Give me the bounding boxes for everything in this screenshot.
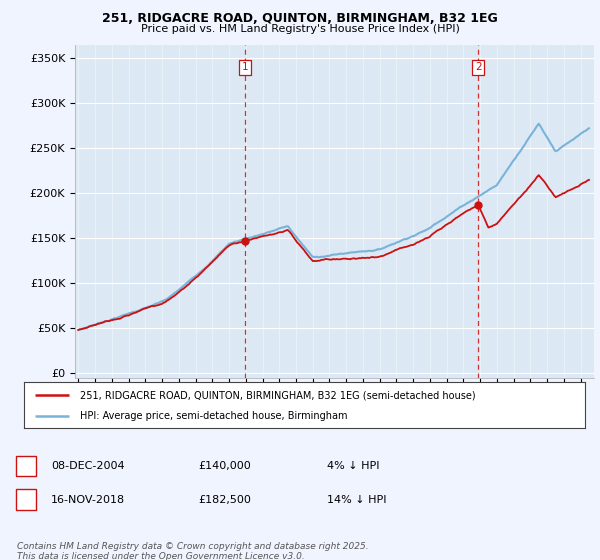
Text: Contains HM Land Registry data © Crown copyright and database right 2025.
This d: Contains HM Land Registry data © Crown c… <box>17 542 368 560</box>
Text: 14% ↓ HPI: 14% ↓ HPI <box>327 494 386 505</box>
Text: 1: 1 <box>22 461 29 471</box>
Text: 4% ↓ HPI: 4% ↓ HPI <box>327 461 380 471</box>
Text: 08-DEC-2004: 08-DEC-2004 <box>51 461 125 471</box>
Text: Price paid vs. HM Land Registry's House Price Index (HPI): Price paid vs. HM Land Registry's House … <box>140 24 460 34</box>
Text: 251, RIDGACRE ROAD, QUINTON, BIRMINGHAM, B32 1EG: 251, RIDGACRE ROAD, QUINTON, BIRMINGHAM,… <box>102 12 498 25</box>
Text: 251, RIDGACRE ROAD, QUINTON, BIRMINGHAM, B32 1EG (semi-detached house): 251, RIDGACRE ROAD, QUINTON, BIRMINGHAM,… <box>80 390 476 400</box>
Text: 16-NOV-2018: 16-NOV-2018 <box>51 494 125 505</box>
Text: HPI: Average price, semi-detached house, Birmingham: HPI: Average price, semi-detached house,… <box>80 410 347 421</box>
Text: £182,500: £182,500 <box>198 494 251 505</box>
Text: 2: 2 <box>475 62 481 72</box>
Text: £140,000: £140,000 <box>198 461 251 471</box>
Text: 2: 2 <box>22 494 29 505</box>
Text: 1: 1 <box>241 62 248 72</box>
